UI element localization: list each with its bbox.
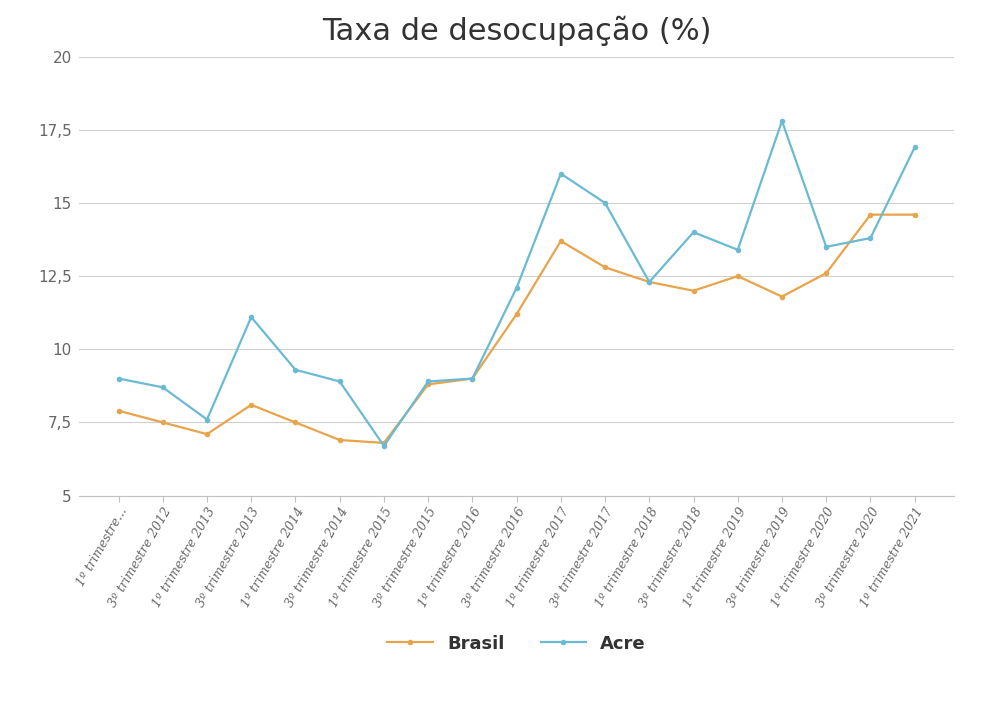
- Brasil: [334, 435, 345, 444]
- Acre: [112, 375, 124, 383]
- Acre: [909, 143, 921, 152]
- Line: Acre: Acre: [116, 118, 917, 449]
- Acre: [422, 377, 434, 386]
- Brasil: [112, 406, 124, 415]
- Brasil: [821, 269, 832, 278]
- Acre: [334, 377, 345, 386]
- Line: Brasil: Brasil: [116, 212, 917, 446]
- Title: Taxa de desocupação (%): Taxa de desocupação (%): [322, 16, 711, 46]
- Acre: [599, 199, 611, 207]
- Brasil: [156, 418, 168, 427]
- Acre: [865, 234, 877, 242]
- Brasil: [909, 210, 921, 219]
- Brasil: [511, 310, 523, 319]
- Acre: [688, 228, 700, 236]
- Brasil: [599, 263, 611, 272]
- Brasil: [865, 210, 877, 219]
- Brasil: [289, 418, 301, 427]
- Brasil: [466, 375, 478, 383]
- Acre: [289, 365, 301, 374]
- Brasil: [732, 272, 744, 280]
- Brasil: [245, 401, 257, 409]
- Acre: [776, 117, 788, 125]
- Acre: [555, 169, 567, 178]
- Brasil: [555, 236, 567, 245]
- Acre: [732, 246, 744, 254]
- Legend: Brasil, Acre: Brasil, Acre: [388, 635, 646, 653]
- Brasil: [422, 380, 434, 389]
- Brasil: [688, 287, 700, 295]
- Acre: [644, 278, 655, 286]
- Acre: [511, 284, 523, 292]
- Brasil: [644, 278, 655, 286]
- Brasil: [378, 439, 390, 447]
- Acre: [156, 383, 168, 392]
- Acre: [378, 442, 390, 450]
- Brasil: [201, 430, 213, 438]
- Acre: [466, 375, 478, 383]
- Acre: [245, 313, 257, 321]
- Acre: [201, 416, 213, 424]
- Acre: [821, 243, 832, 251]
- Brasil: [776, 292, 788, 301]
